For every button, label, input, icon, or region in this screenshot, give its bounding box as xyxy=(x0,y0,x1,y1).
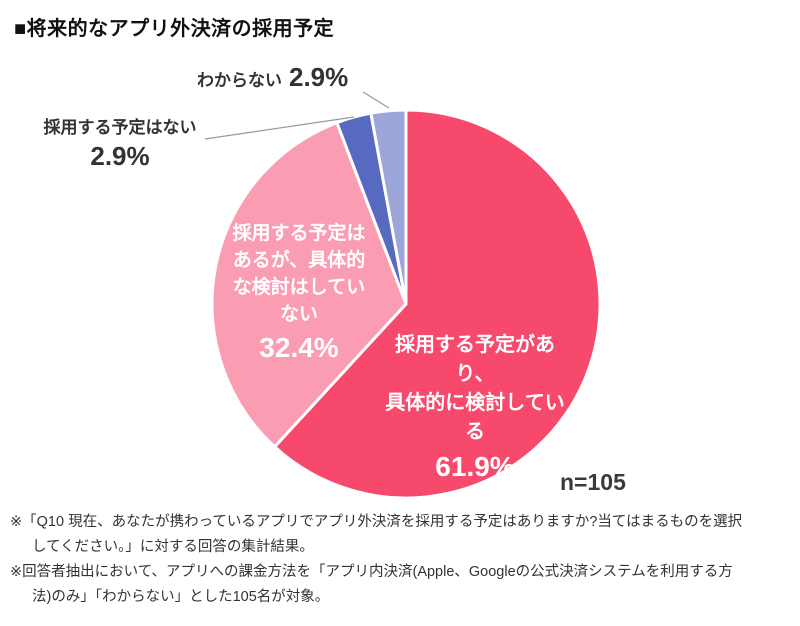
slice-label-line: 具体的に検討している xyxy=(385,392,565,443)
footnote-2: ※回答者抽出において、アプリへの課金方法を「アプリ内決済(Apple、Googl… xyxy=(10,560,794,610)
slice-value-plan-no-review: 32.4% xyxy=(259,332,339,363)
callout-no-plan-value: 2.9% xyxy=(90,141,150,171)
callout-unknown: わからない 2.9% xyxy=(197,62,348,93)
slice-label-line: 採用する予定は xyxy=(232,223,366,244)
footnote-2-line-1: ※回答者抽出において、アプリへの課金方法を「アプリ内決済(Apple、Googl… xyxy=(10,564,733,580)
callout-unknown-label: わからない xyxy=(197,71,282,90)
slice-label-plan-reviewing: 採用する予定があり、 具体的に検討している 61.9% xyxy=(378,331,572,483)
slice-label-line: ない xyxy=(279,304,318,325)
leader-line-unknown xyxy=(362,91,390,109)
footnote-1: ※「Q10 現在、あなたが携わっているアプリでアプリ外決済を採用する予定はありま… xyxy=(10,510,794,560)
pie-slice-2 xyxy=(210,121,408,449)
pie-slice-4 xyxy=(369,108,408,306)
footnote-2-line-2: 法)のみ」「わからない」とした105名が対象。 xyxy=(32,589,330,605)
slice-label-line: 採用する予定があり、 xyxy=(395,334,555,385)
leader-line-no-plan xyxy=(204,116,355,140)
slice-label-line: あるが、具体的 xyxy=(232,250,366,271)
slice-label-plan-no-review: 採用する予定は あるが、具体的 な検討はしてい ない 32.4% xyxy=(206,220,392,364)
callout-no-plan: 採用する予定はない 2.9% xyxy=(28,113,212,172)
slice-label-line: な検討はしてい xyxy=(232,277,366,298)
footnotes: ※「Q10 現在、あなたが携わっているアプリでアプリ外決済を採用する予定はありま… xyxy=(10,510,794,610)
callout-unknown-value: 2.9% xyxy=(289,62,349,92)
callout-no-plan-label: 採用する予定はない xyxy=(43,118,197,137)
pie-slices xyxy=(210,108,602,500)
pie-slice-1 xyxy=(273,108,602,500)
footnote-1-line-1: ※「Q10 現在、あなたが携わっているアプリでアプリ外決済を採用する予定はありま… xyxy=(10,514,743,530)
page-title: ■将来的なアプリ外決済の採用予定 xyxy=(14,18,335,40)
slice-value-plan-reviewing: 61.9% xyxy=(435,451,515,482)
footnote-1-line-2: してください。」に対する回答の集計結果。 xyxy=(32,539,314,555)
sample-size-label: n=105 xyxy=(560,469,626,495)
